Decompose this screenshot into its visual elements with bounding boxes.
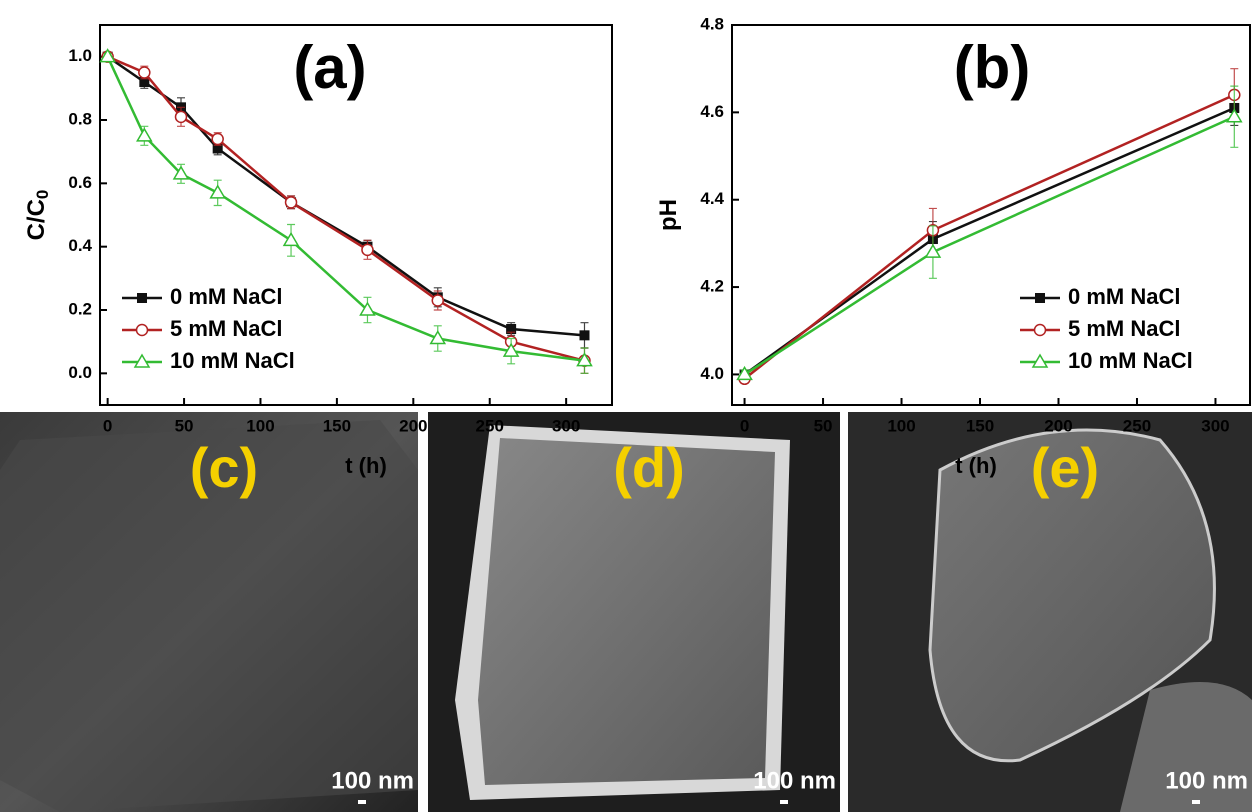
legend-marker <box>1035 293 1045 303</box>
legend-marker <box>137 325 148 336</box>
x-axis-label: t (h) <box>955 453 997 478</box>
x-tick-label: 300 <box>1201 416 1229 435</box>
marker <box>362 244 373 255</box>
image-label: (d) <box>613 436 685 499</box>
x-tick-label: 250 <box>476 416 504 435</box>
x-tick-label: 50 <box>814 416 833 435</box>
marker <box>212 134 223 145</box>
x-tick-label: 100 <box>887 416 915 435</box>
y-tick-label: 4.6 <box>700 102 724 121</box>
legend-label: 10 mM NaCl <box>170 348 295 373</box>
legend-marker <box>1035 325 1046 336</box>
image-label: (e) <box>1031 436 1099 499</box>
x-tick-label: 50 <box>175 416 194 435</box>
scale-bar <box>358 800 366 804</box>
legend-label: 5 mM NaCl <box>170 316 282 341</box>
marker <box>211 186 225 198</box>
image-label: (c) <box>190 436 258 499</box>
legend-label: 0 mM NaCl <box>1068 284 1180 309</box>
panel-label: (a) <box>293 34 366 101</box>
y-tick-label: 0.2 <box>68 299 92 318</box>
x-tick-label: 200 <box>399 416 427 435</box>
y-tick-label: 4.2 <box>700 277 724 296</box>
x-tick-label: 100 <box>246 416 274 435</box>
legend-label: 10 mM NaCl <box>1068 348 1193 373</box>
marker <box>284 233 298 245</box>
y-axis-label-main: pH <box>655 199 682 231</box>
y-tick-label: 4.8 <box>700 14 724 33</box>
figure: 0 50 100 150 200 250 300 0.0 0.2 0.4 0.6 0.8 1.0 t (h… <box>0 0 1252 812</box>
x-axis-label: t (h) <box>345 453 387 478</box>
scale-label: 100 nm <box>331 767 414 794</box>
marker <box>176 111 187 122</box>
scale-bar <box>780 800 788 804</box>
scale-bar <box>1192 800 1200 804</box>
x-tick-label: 200 <box>1044 416 1072 435</box>
legend-label: 5 mM NaCl <box>1068 316 1180 341</box>
x-tick-label: 250 <box>1123 416 1151 435</box>
marker <box>579 330 589 340</box>
marker <box>286 197 297 208</box>
y-axis-label: pH <box>655 199 682 231</box>
legend-marker <box>137 293 147 303</box>
y-tick-label: 0.6 <box>68 173 92 192</box>
y-tick-label: 0.4 <box>68 236 92 255</box>
y-tick-label: 4.4 <box>700 189 724 208</box>
x-tick-label: 150 <box>323 416 351 435</box>
x-tick-label: 300 <box>552 416 580 435</box>
x-tick-label: 0 <box>740 416 749 435</box>
marker <box>139 67 150 78</box>
y-tick-label: 1.0 <box>68 46 92 65</box>
legend-label: 0 mM NaCl <box>170 284 282 309</box>
marker <box>432 295 443 306</box>
y-tick-label: 0.8 <box>68 109 92 128</box>
y-axis-label-main: C/C <box>23 199 50 240</box>
y-tick-label: 0.0 <box>68 363 92 382</box>
y-axis-label-subscript: 0 <box>33 190 52 199</box>
scale-label: 100 nm <box>1165 767 1248 794</box>
x-tick-label: 150 <box>966 416 994 435</box>
marker <box>137 129 151 141</box>
y-tick-label: 4.0 <box>700 364 724 383</box>
x-tick-label: 0 <box>103 416 112 435</box>
page: 0 50 100 150 200 250 300 0.0 0.2 0.4 0.6 0.8 1.0 t (h… <box>0 0 1252 812</box>
panel-label: (b) <box>954 34 1031 101</box>
y-axis-label: C/C0 <box>23 190 52 241</box>
scale-label: 100 nm <box>753 767 836 794</box>
